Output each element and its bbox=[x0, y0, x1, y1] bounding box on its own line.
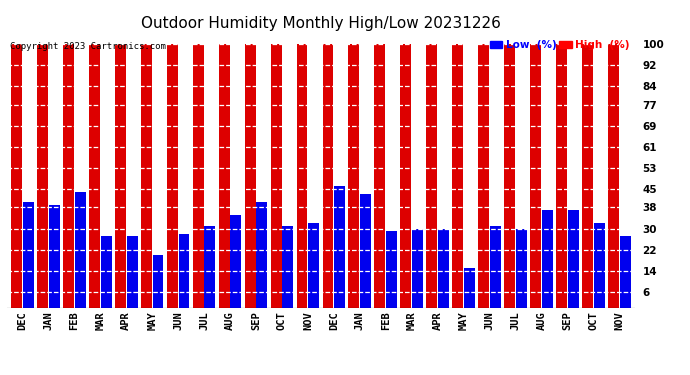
Bar bbox=[115, 44, 126, 308]
Bar bbox=[230, 215, 241, 308]
Bar bbox=[412, 228, 423, 308]
Bar bbox=[516, 228, 526, 308]
Bar bbox=[452, 44, 463, 308]
Bar bbox=[270, 44, 282, 308]
Bar bbox=[167, 44, 178, 308]
Bar bbox=[556, 44, 567, 308]
Bar bbox=[127, 236, 137, 308]
Bar bbox=[75, 192, 86, 308]
Bar bbox=[322, 44, 333, 308]
Bar bbox=[582, 44, 593, 308]
Bar bbox=[620, 236, 631, 308]
Bar bbox=[257, 202, 267, 308]
Bar bbox=[152, 255, 164, 308]
Bar bbox=[282, 226, 293, 308]
Title: Outdoor Humidity Monthly High/Low 20231226: Outdoor Humidity Monthly High/Low 202312… bbox=[141, 16, 501, 31]
Bar bbox=[219, 44, 230, 308]
Bar bbox=[101, 236, 112, 308]
Bar bbox=[179, 234, 190, 308]
Bar bbox=[400, 44, 411, 308]
Bar bbox=[608, 44, 619, 308]
Bar bbox=[334, 186, 345, 308]
Bar bbox=[297, 44, 308, 308]
Bar bbox=[11, 44, 22, 308]
Bar bbox=[141, 44, 152, 308]
Bar bbox=[386, 231, 397, 308]
Bar bbox=[464, 268, 475, 308]
Bar bbox=[426, 44, 437, 308]
Bar bbox=[348, 44, 359, 308]
Bar bbox=[530, 44, 541, 308]
Bar bbox=[23, 202, 34, 308]
Bar bbox=[542, 210, 553, 308]
Legend: Low  (%), High  (%): Low (%), High (%) bbox=[490, 40, 629, 50]
Bar bbox=[204, 226, 215, 308]
Bar bbox=[193, 44, 204, 308]
Bar bbox=[478, 44, 489, 308]
Bar bbox=[360, 194, 371, 308]
Bar bbox=[490, 226, 501, 308]
Bar bbox=[593, 223, 604, 308]
Text: Copyright 2023 Cartronics.com: Copyright 2023 Cartronics.com bbox=[10, 42, 166, 51]
Bar bbox=[89, 44, 100, 308]
Bar bbox=[504, 44, 515, 308]
Bar bbox=[63, 44, 74, 308]
Bar bbox=[308, 223, 319, 308]
Bar bbox=[438, 228, 449, 308]
Bar bbox=[568, 210, 579, 308]
Bar bbox=[245, 44, 255, 308]
Bar bbox=[37, 44, 48, 308]
Bar bbox=[375, 44, 385, 308]
Bar bbox=[49, 205, 60, 308]
